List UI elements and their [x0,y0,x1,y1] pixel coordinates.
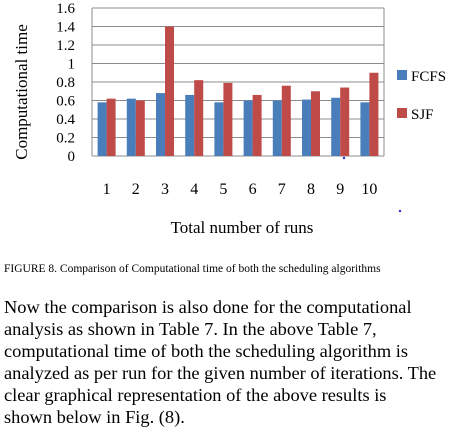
bar-fcfs-run-6 [243,100,253,156]
x-tick-label: 3 [161,181,169,198]
bar-fcfs-run-2 [126,98,136,156]
body-line: shown below in Fig. (8). [4,407,185,427]
bar-sjf-run-8 [311,91,320,156]
body-line: computational time of both the schedulin… [4,341,409,361]
y-tick-label: 0.2 [56,131,75,147]
bar-sjf-run-10 [369,72,379,156]
body-line: Now the comparison is also done for the … [4,297,412,317]
stray-dot-mark [342,156,346,160]
x-tick-label: 5 [219,181,227,198]
y-tick-label: 0.8 [56,75,75,91]
legend-swatch-sjf [397,108,407,118]
x-tick-label: 8 [307,181,315,198]
x-tick-label: 1 [103,181,111,198]
y-axis-label: Computational time [12,24,31,160]
bar-fcfs-run-4 [185,94,195,156]
bar-sjf-run-2 [135,100,145,156]
bar-fcfs-run-9 [331,97,341,156]
chart-legend: FCFS SJF [397,69,446,123]
y-tick-label: 1.4 [56,20,75,36]
y-tick-label: 0.4 [56,112,75,128]
y-tick-label: 0 [68,149,76,165]
x-tick-label: 6 [249,181,257,198]
bar-sjf-run-9 [340,87,350,156]
bar-sjf-run-5 [223,82,233,156]
body-line: analysis as shown in Table 7. In the abo… [4,319,377,339]
bar-fcfs-run-7 [272,100,282,156]
y-tick-label: 1 [68,57,76,73]
x-tick-label: 9 [336,181,344,198]
bar-sjf-run-7 [281,85,291,156]
y-tick-label: 0.6 [56,94,75,110]
x-tick-label: 7 [278,181,286,198]
computational-time-bar-chart: 0 0.2 0.4 0.6 0.8 1 1.2 1.4 1.6 1 2 3 4 5 6 7 8 9 10 Comp… [12,1,446,237]
y-axis-tick-labels: 0 0.2 0.4 0.6 0.8 1 1.2 1.4 1.6 [56,1,75,165]
x-tick-label: 2 [132,181,140,198]
legend-label-sjf: SJF [411,107,434,123]
x-tick-label: 10 [361,181,377,198]
figure-caption: FIGURE 8. Comparison of Computational ti… [4,263,381,275]
legend-swatch-fcfs [397,70,407,80]
y-tick-label: 1.2 [56,38,75,54]
bar-sjf-run-4 [194,80,204,156]
bar-fcfs-run-3 [156,93,165,156]
x-tick-label: 4 [190,181,198,198]
bar-sjf-run-1 [106,98,116,156]
bar-fcfs-run-5 [214,102,224,156]
bar-fcfs-run-8 [302,99,311,156]
legend-label-fcfs: FCFS [411,69,446,85]
stray-dot-mark [398,209,402,213]
x-axis-tick-labels: 1 2 3 4 5 6 7 8 9 10 [103,181,378,198]
bar-fcfs-run-10 [360,102,370,156]
y-tick-label: 1.6 [56,1,75,17]
body-paragraph: Now the comparison is also done for the … [4,296,474,428]
bar-fcfs-run-1 [97,102,107,156]
body-line: analyzed as per run for the given number… [4,363,437,383]
bar-sjf-run-6 [252,94,262,156]
body-line: clear graphical representation of the ab… [4,385,387,405]
bar-sjf-run-3 [165,26,174,156]
chart-bars [97,26,379,156]
x-axis-label: Total number of runs [171,218,314,237]
